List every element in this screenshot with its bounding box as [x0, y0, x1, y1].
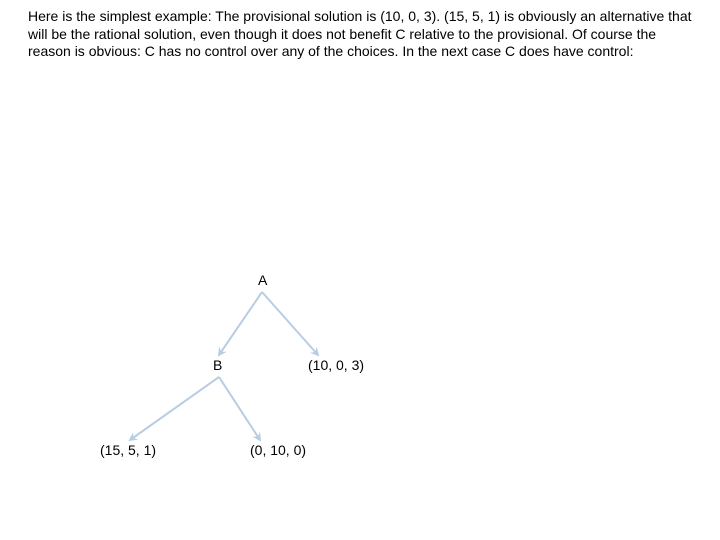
- tree-edges: [130, 292, 318, 440]
- tree-edge: [219, 292, 262, 355]
- tree-node-label: A: [258, 272, 267, 288]
- tree-edge: [219, 377, 260, 440]
- intro-paragraph: Here is the simplest example: The provis…: [28, 8, 693, 61]
- tree-node-label: (15, 5, 1): [100, 442, 156, 458]
- tree-node-label: (0, 10, 0): [250, 442, 306, 458]
- game-tree-svg: [0, 0, 720, 540]
- tree-node-label: B: [213, 357, 222, 373]
- tree-edge: [262, 292, 318, 355]
- tree-edge: [130, 377, 219, 440]
- tree-node-label: (10, 0, 3): [308, 357, 364, 373]
